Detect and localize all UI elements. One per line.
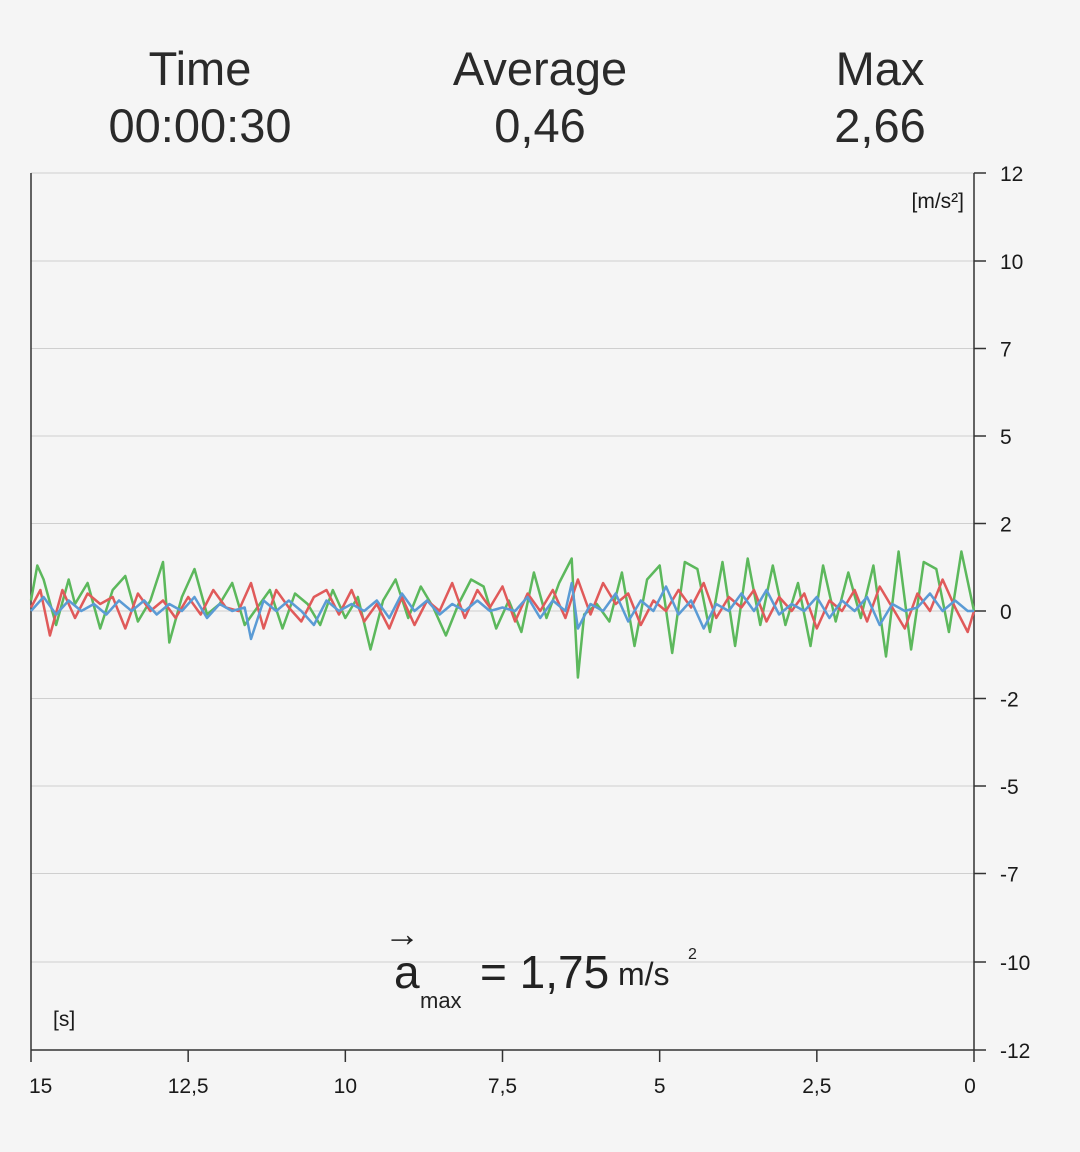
- x-tick-label: 12,5: [168, 1075, 209, 1098]
- y-unit-label: [m/s²]: [912, 190, 965, 213]
- average-stat: Average 0,46: [390, 40, 690, 154]
- average-value: 0,46: [494, 99, 586, 152]
- series-line-2: [29, 578, 976, 637]
- x-tick-label: 15: [29, 1075, 52, 1098]
- stats-header: Time 00:00:30 Average 0,46 Max 2,66: [0, 40, 1080, 160]
- y-tick-label: -5: [1000, 776, 1019, 799]
- y-tick-label: -12: [1000, 1040, 1030, 1063]
- x-unit-label: [s]: [53, 1008, 75, 1031]
- y-tick-label: -10: [1000, 952, 1030, 975]
- formula-unit-exponent: 2: [688, 946, 697, 963]
- x-tick-label: 2,5: [802, 1075, 831, 1098]
- y-tick-label: 7: [1000, 339, 1012, 362]
- max-label: Max: [835, 42, 925, 95]
- y-tick-label: 2: [1000, 514, 1012, 537]
- average-label: Average: [452, 42, 628, 95]
- formula-value: = 1,75: [480, 946, 610, 998]
- y-tick-label: 5: [1000, 426, 1012, 449]
- y-tick-label: 0: [1000, 601, 1012, 624]
- y-tick-label: 10: [1000, 251, 1023, 274]
- time-value: 00:00:30: [108, 99, 292, 152]
- y-tick-label: -2: [1000, 689, 1019, 712]
- time-label: Time: [148, 42, 252, 95]
- max-stat: Max 2,66: [730, 40, 1030, 154]
- x-tick-label: 5: [654, 1075, 666, 1098]
- formula-subscript: max: [420, 988, 462, 1013]
- chart-series: [29, 550, 976, 679]
- y-tick-label: -7: [1000, 864, 1019, 887]
- time-stat: Time 00:00:30: [50, 40, 350, 154]
- formula-variable: a: [394, 946, 420, 998]
- formula-unit: m/s: [618, 956, 670, 992]
- chart-axes: 12 10 7 5 2 0 -2 -5 -7 -10 -12 15 12,5 10 7,5 5 2,5 0: [29, 163, 1030, 1098]
- x-tick-label: 7,5: [488, 1075, 517, 1098]
- x-tick-label: 0: [964, 1075, 976, 1098]
- vector-arrow-icon: →: [384, 913, 420, 954]
- x-tick-label: 10: [334, 1075, 357, 1098]
- max-value: 2,66: [834, 99, 926, 152]
- series-line-1: [29, 550, 976, 679]
- series-line-3: [30, 581, 974, 641]
- y-tick-label: 12: [1000, 163, 1023, 186]
